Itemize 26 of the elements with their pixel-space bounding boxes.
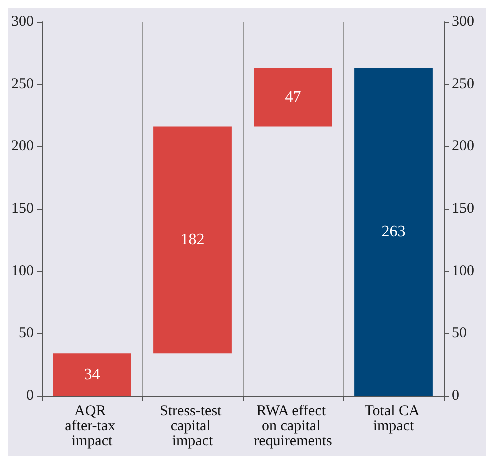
x-tick-label: RWA effect on capital requirements (254, 404, 333, 450)
y-tick-label: 100 (12, 263, 34, 280)
y2-tick-label: 150 (452, 201, 474, 217)
y2-tick-label: 250 (452, 76, 474, 92)
y2-tick-label: 0 (452, 388, 460, 404)
data-label: 182 (180, 232, 205, 249)
bar (254, 68, 332, 127)
y-tick-label: 150 (12, 201, 34, 217)
data-label: 34 (84, 366, 100, 384)
y-tick-label: 50 (19, 326, 34, 342)
y-tick-label: 200 (12, 138, 34, 155)
y2-tick-label: 300 (452, 14, 474, 30)
bar (354, 68, 433, 396)
y2-tick-label: 100 (452, 263, 474, 280)
x-tick-label: Stress-test capital impact (160, 404, 226, 450)
y-tick-label: 250 (12, 76, 34, 92)
bar (154, 126, 232, 354)
bar (53, 354, 132, 396)
data-label: 263 (382, 224, 406, 241)
y2-tick-label: 200 (452, 138, 474, 155)
data-label: 47 (285, 88, 302, 106)
x-tick-label: AQR after-tax impact (65, 404, 120, 450)
y2-tick-label: 50 (452, 326, 467, 342)
y-tick-label: 300 (12, 14, 34, 30)
x-tick-label: Total CA impact (364, 404, 423, 434)
y-tick-label: 0 (26, 388, 34, 404)
